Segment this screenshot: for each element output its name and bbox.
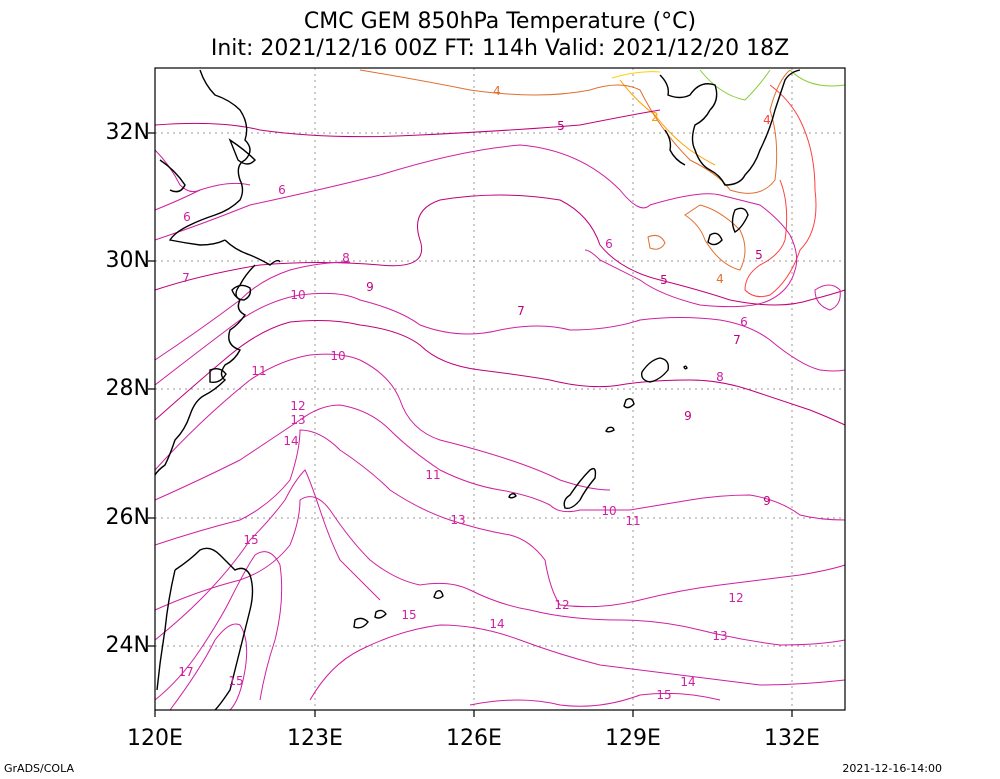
contour-line [154, 429, 846, 608]
contour-label: 17 [178, 665, 193, 679]
coastlines [154, 69, 801, 711]
software-credit: GrADS/COLA [4, 762, 74, 775]
contour-line [619, 79, 716, 166]
contour-label: 11 [251, 364, 266, 378]
contour-line [154, 320, 846, 426]
contour-label: 6 [278, 183, 286, 197]
lon-label-123e: 123E [287, 726, 343, 751]
contour-line [789, 69, 846, 87]
contour-label: 15 [656, 688, 671, 702]
contour-line [154, 551, 283, 701]
contour-label: 5 [660, 273, 668, 287]
contour-label: 9 [763, 494, 771, 508]
lat-label-30n: 30N [105, 248, 150, 273]
contour-line [154, 261, 351, 361]
contour-label: 7 [182, 271, 190, 285]
map-subtitle: Init: 2021/12/16 00Z FT: 114h Valid: 202… [210, 36, 790, 61]
contour-label: 14 [489, 617, 504, 631]
axis-ticks [148, 132, 793, 717]
temperature-contours [154, 69, 846, 711]
contour-line [154, 469, 381, 641]
contour-line [154, 353, 611, 491]
contour-line [154, 404, 846, 521]
lon-label-126e: 126E [446, 726, 502, 751]
map-title: CMC GEM 850hPa Temperature (°C) [303, 9, 697, 34]
contour-label: 6 [605, 237, 613, 251]
contour-label: 12 [290, 399, 305, 413]
contour-label: 15 [401, 608, 416, 622]
contour-label: 15 [243, 533, 258, 547]
contour-label: 8 [716, 370, 724, 384]
contour-line [647, 235, 666, 250]
contour-line [154, 292, 846, 386]
contour-label: 13 [712, 629, 727, 643]
contour-label: 4 [493, 84, 501, 98]
contour-label: 12 [554, 598, 569, 612]
contour-line [154, 182, 251, 211]
contour-label: 6 [740, 315, 748, 329]
contour-line [699, 69, 771, 101]
contour-label: 12 [728, 591, 743, 605]
generated-timestamp: 2021-12-16-14:00 [842, 762, 942, 775]
contour-line [611, 71, 661, 79]
contour-line [684, 204, 746, 271]
contour-label: 4 [716, 272, 724, 286]
contour-line [469, 692, 721, 707]
contour-label: 11 [625, 514, 640, 528]
contour-label: 2 [651, 110, 659, 124]
lat-label-24n: 24N [105, 633, 150, 658]
contour-line [359, 69, 791, 194]
lat-label-28n: 28N [105, 376, 150, 401]
contour-line [154, 194, 846, 306]
contour-line [309, 624, 846, 701]
contour-label: 5 [755, 248, 763, 262]
contour-line [154, 109, 661, 138]
contour-label: 5 [557, 119, 565, 133]
contour-line [154, 144, 798, 308]
contour-label: 10 [290, 288, 305, 302]
contour-label: 4 [763, 113, 771, 127]
contour-label: 13 [290, 413, 305, 427]
contour-line [744, 84, 817, 298]
contour-line [154, 149, 201, 193]
lon-label-129e: 129E [605, 726, 661, 751]
graticule [155, 68, 845, 710]
lat-label-32n: 32N [105, 120, 150, 145]
contour-label: 10 [601, 504, 616, 518]
contour-line [169, 623, 248, 711]
contour-label: 9 [684, 409, 692, 423]
contour-label: 14 [283, 434, 298, 448]
contour-label: 10 [330, 349, 345, 363]
lon-label-132e: 132E [764, 726, 820, 751]
contour-label: 9 [366, 280, 374, 294]
contour-label: 6 [183, 210, 191, 224]
contour-label: 7 [733, 333, 741, 347]
contour-line [814, 284, 841, 311]
lat-label-26n: 26N [105, 505, 150, 530]
contour-label: 8 [342, 251, 350, 265]
contour-label: 14 [680, 675, 695, 689]
lon-label-120e: 120E [127, 726, 183, 751]
contour-label: 11 [425, 468, 440, 482]
contour-label: 15 [228, 674, 243, 688]
contour-label: 7 [517, 304, 525, 318]
contour-line [154, 496, 846, 646]
contour-label: 13 [450, 513, 465, 527]
